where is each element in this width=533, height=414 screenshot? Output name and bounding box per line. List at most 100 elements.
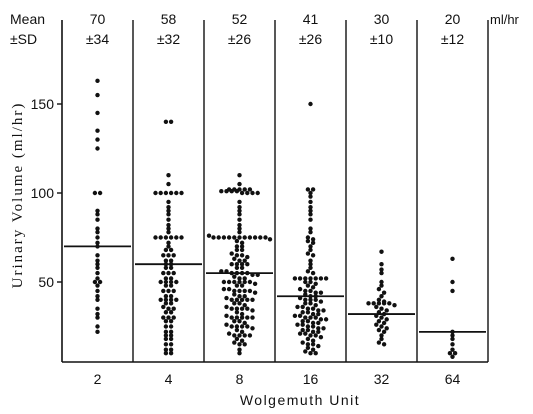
data-point [158,190,163,196]
data-point [232,292,237,297]
data-point [163,262,169,267]
data-point [379,324,384,329]
data-point [237,301,242,306]
x-axis-title: Wolgemuth Unit [240,392,360,408]
data-point [305,310,311,315]
data-point [239,270,245,276]
data-point [239,247,245,253]
group-sd-text: ±12 [441,31,464,47]
data-point [239,311,245,317]
data-point [250,297,255,302]
data-point [234,244,240,249]
data-point [219,189,224,194]
data-point [166,253,171,258]
data-point [237,208,242,213]
data-point [252,281,258,286]
x-tick-label: 2 [94,371,102,387]
data-point [211,235,216,240]
data-point [95,276,100,281]
data-point [313,351,318,356]
data-point [263,235,268,240]
data-point [237,318,242,324]
data-point [237,187,242,192]
data-point [229,251,234,256]
data-point [376,310,382,315]
data-point [297,313,303,319]
data-point [166,226,171,231]
data-point [237,199,242,205]
data-point [161,253,166,258]
data-point [316,329,321,335]
data-point [305,235,311,240]
data-point [242,302,247,308]
data-point [308,276,313,281]
data-point [168,347,174,352]
data-point [310,187,316,192]
data-point [305,283,311,288]
data-point [384,317,389,322]
data-point [379,249,384,254]
data-point [168,119,174,125]
data-point [166,306,171,311]
data-point [163,342,169,347]
data-point [300,322,305,327]
data-point [226,235,232,240]
data-point [166,240,171,246]
data-point [297,276,303,281]
data-point [239,283,245,288]
data-point [237,229,242,235]
data-point [163,318,169,324]
x-tick-label: 16 [303,371,319,387]
data-point [237,173,242,178]
data-point [232,279,237,285]
data-point [310,324,316,329]
data-point [310,306,316,311]
data-point [232,274,237,279]
data-point [303,297,308,302]
data-point [308,217,313,222]
data-point [153,190,158,196]
data-point [308,315,313,320]
data-point [229,262,234,267]
data-point [226,331,232,336]
plot-area: 50 100 150 70 ±34 2 58 ±32 4 52 ±26 8 41 ±26 16 30 ±10 32… [31,11,489,387]
data-point [242,279,247,285]
data-point [239,240,245,246]
data-point [234,253,240,258]
data-point [303,331,308,336]
data-point [239,329,245,335]
data-point [95,258,100,263]
data-point [95,240,100,246]
data-point [95,288,100,294]
data-point [303,276,308,281]
data-point [166,229,171,235]
data-point [163,190,169,196]
header-mean-label: Mean [10,11,45,27]
data-point [310,311,316,317]
data-point [313,333,318,338]
data-point [313,290,318,295]
data-point [242,320,247,326]
data-point [224,313,229,319]
group-sd-text: ±32 [157,31,180,47]
data-point [242,294,247,299]
data-point [379,283,384,288]
data-point [308,194,313,199]
data-point [321,326,326,331]
data-point [379,336,384,342]
data-point [245,270,250,276]
data-point [316,343,321,349]
data-point [95,92,100,98]
data-point [310,285,316,290]
data-point [237,288,242,294]
data-point [161,270,166,276]
data-point [379,267,384,272]
data-point [305,187,311,192]
data-point [168,329,174,335]
data-point [237,258,242,263]
data-point [163,247,169,253]
data-point [242,235,247,240]
data-point [247,333,253,338]
data-point [158,297,163,302]
data-point [318,317,324,322]
